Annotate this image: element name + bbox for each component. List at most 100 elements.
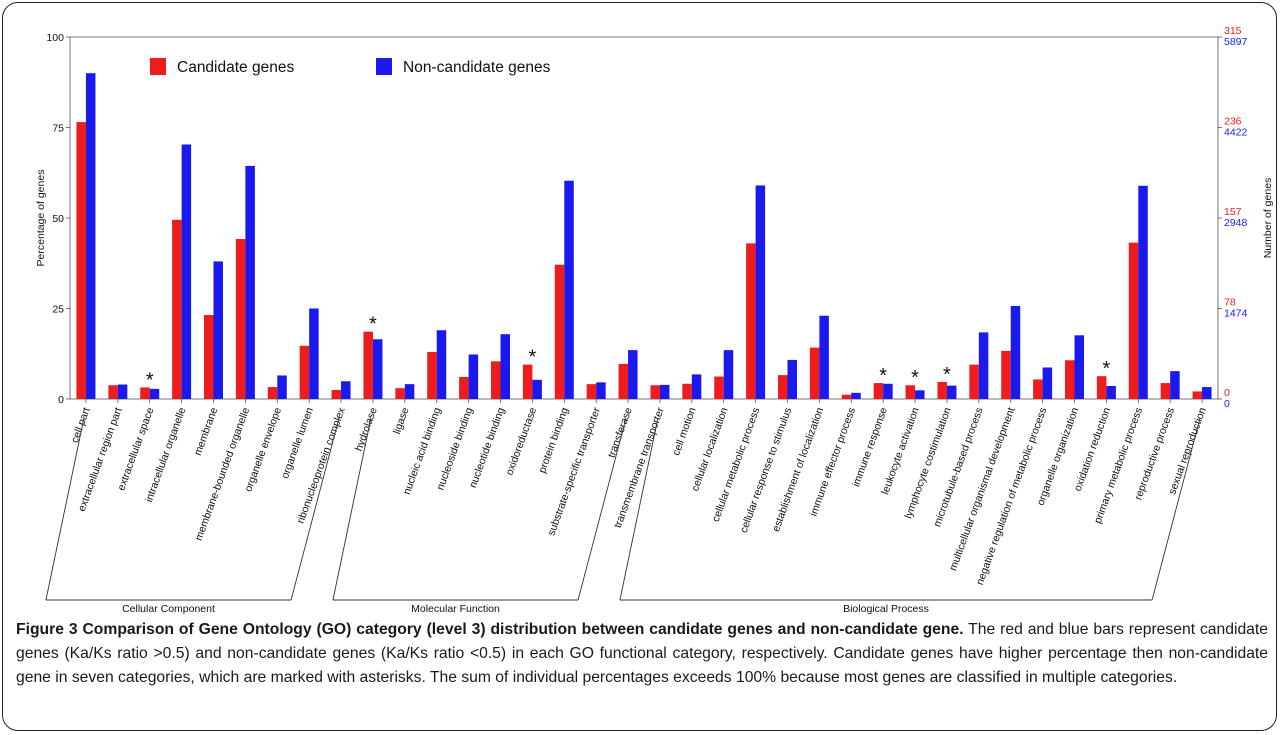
x-tick-label: cell part — [69, 406, 93, 445]
bar-noncandidate — [755, 185, 766, 399]
bar-candidate — [554, 264, 565, 399]
legend-swatch — [376, 58, 392, 75]
bar-candidate — [235, 238, 246, 399]
right-tick-label-noncandidate: 1474 — [1224, 308, 1248, 320]
x-tick-label: nucleotide binding — [467, 406, 507, 490]
bar-candidate — [1065, 360, 1075, 399]
bar-noncandidate — [787, 359, 797, 399]
bar-noncandidate — [1074, 335, 1084, 399]
x-tick-label: oxidoreductase — [504, 406, 540, 477]
caption-title: Figure 3 Comparison of Gene Ontology (GO… — [16, 621, 964, 638]
bar-candidate — [363, 331, 373, 399]
bar-candidate — [331, 389, 342, 399]
group-label: Molecular Function — [411, 603, 500, 615]
bar-noncandidate — [1042, 367, 1053, 399]
bar-candidate — [1160, 383, 1171, 399]
bar-noncandidate — [1106, 385, 1116, 399]
bar-candidate — [618, 363, 629, 399]
bar-noncandidate — [149, 388, 160, 399]
bar-noncandidate — [659, 384, 670, 399]
y-tick-label: 0 — [58, 394, 64, 406]
legend-swatch — [150, 58, 166, 75]
bar-noncandidate — [564, 180, 574, 399]
significance-asterisk: * — [369, 314, 377, 336]
bar-noncandidate — [1010, 305, 1021, 399]
group-bracket-right — [290, 417, 340, 601]
bar-candidate — [299, 345, 310, 399]
group-bracket-right — [577, 417, 627, 601]
bar-candidate — [746, 243, 756, 399]
bar-noncandidate — [596, 382, 606, 399]
caption-body: The red and blue bars represent candidat… — [16, 621, 1268, 687]
bar-candidate — [427, 351, 437, 399]
bar-candidate — [1192, 391, 1203, 399]
y-tick-label: 75 — [52, 123, 64, 135]
x-tick-label: ligase — [391, 406, 412, 436]
legend-label: Candidate genes — [177, 59, 294, 76]
right-tick-label-candidate: 0 — [1224, 387, 1230, 399]
bar-noncandidate — [628, 350, 638, 399]
y-tick-label: 25 — [52, 304, 64, 316]
right-tick-label-noncandidate: 4422 — [1224, 127, 1248, 139]
right-axis-label: Number of genes — [1262, 178, 1274, 259]
bar-candidate — [682, 383, 692, 399]
bar-noncandidate — [1138, 185, 1148, 399]
right-tick-label-noncandidate: 5897 — [1224, 36, 1248, 48]
x-tick-label: membrane — [192, 406, 220, 457]
bar-candidate — [969, 364, 979, 399]
significance-asterisk: * — [528, 347, 536, 369]
group-bracket-left — [619, 417, 659, 601]
x-tick-label: hydrolase — [353, 406, 380, 453]
bar-noncandidate — [1170, 371, 1180, 399]
bar-noncandidate — [883, 383, 893, 399]
bar-noncandidate — [819, 315, 829, 399]
bar-noncandidate — [532, 379, 542, 399]
bar-noncandidate — [181, 144, 192, 399]
bar-noncandidate — [213, 261, 223, 399]
bar-noncandidate — [1202, 387, 1212, 399]
right-tick-label-noncandidate: 0 — [1224, 398, 1230, 410]
x-tick-label: protein binding — [536, 406, 571, 475]
bar-candidate — [905, 385, 916, 399]
bar-candidate — [459, 376, 469, 399]
right-tick-label-candidate: 315 — [1224, 25, 1242, 37]
group-label: Cellular Component — [122, 603, 215, 615]
bar-candidate — [1001, 350, 1011, 399]
bar-candidate — [491, 361, 501, 399]
bar-noncandidate — [117, 384, 128, 399]
bar-noncandidate — [404, 384, 415, 399]
bar-noncandidate — [309, 308, 319, 399]
bar-noncandidate — [723, 350, 734, 399]
bar-noncandidate — [245, 165, 255, 399]
significance-asterisk: * — [879, 365, 887, 387]
y-tick-label: 50 — [52, 213, 64, 225]
legend-label: Non-candidate genes — [403, 59, 551, 76]
bar-candidate — [76, 122, 86, 399]
bar-candidate — [172, 219, 182, 399]
x-tick-label: organelle lumen — [279, 406, 316, 480]
group-bracket-left — [332, 417, 372, 601]
bar-candidate — [522, 364, 533, 399]
bar-candidate — [204, 315, 214, 399]
bar-candidate — [809, 347, 820, 399]
group-bracket-left — [45, 417, 85, 601]
bar-candidate — [1128, 242, 1139, 399]
bar-candidate — [1096, 376, 1107, 399]
bar-candidate — [586, 384, 597, 399]
right-tick-label-candidate: 78 — [1224, 297, 1236, 309]
bar-candidate — [267, 387, 278, 399]
figure-caption: Figure 3 Comparison of Gene Ontology (GO… — [16, 618, 1268, 691]
right-tick-label-candidate: 157 — [1224, 206, 1242, 218]
bar-noncandidate — [851, 392, 861, 399]
bar-noncandidate — [691, 374, 702, 399]
significance-asterisk: * — [911, 367, 919, 389]
bar-candidate — [395, 388, 405, 399]
right-tick-label-noncandidate: 2948 — [1224, 217, 1248, 229]
bar-noncandidate — [372, 339, 383, 399]
significance-asterisk: * — [1102, 358, 1110, 380]
bar-noncandidate — [277, 375, 287, 399]
bar-noncandidate — [500, 334, 510, 399]
bar-candidate — [873, 383, 884, 399]
bar-candidate — [1033, 379, 1043, 399]
